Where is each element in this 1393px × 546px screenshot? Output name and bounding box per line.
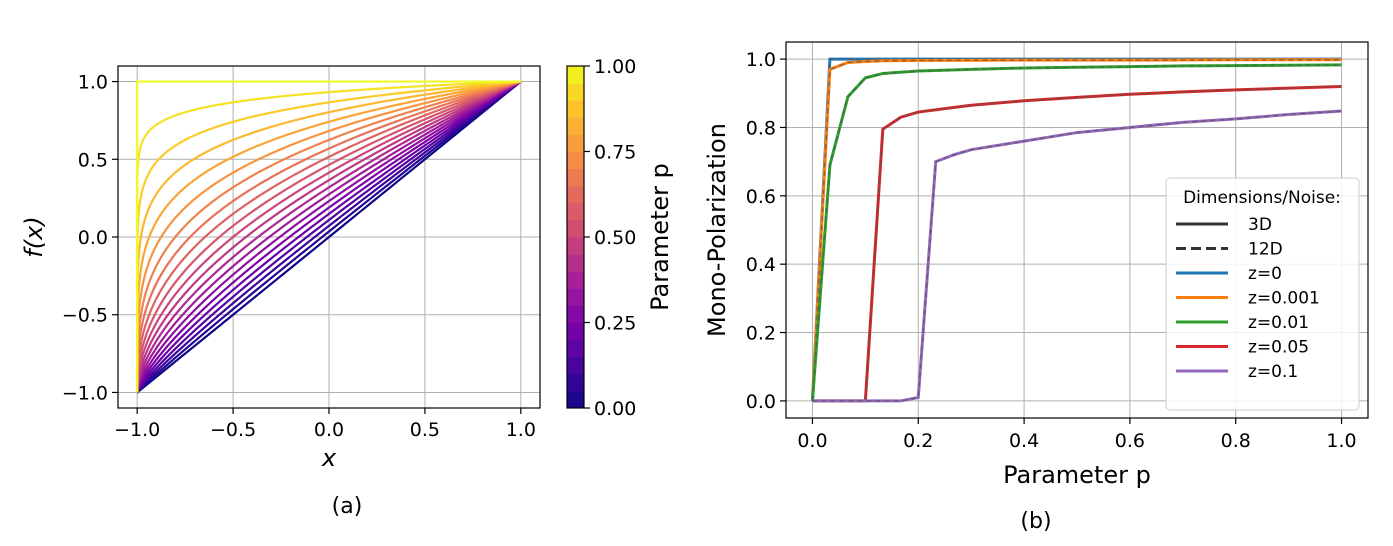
legend-box xyxy=(1165,177,1360,411)
legend-series-label: z=0.001 xyxy=(1248,289,1320,309)
panel-b-y-tick-label: 0.2 xyxy=(746,323,776,345)
colorbar: 0.00 0.25 0.50 0.75 1.00 xyxy=(566,56,636,420)
panel-a-curve xyxy=(136,80,521,393)
panel-b-x-tick-label: 0.8 xyxy=(1221,430,1251,452)
panel-b-y-tick-label: 1.0 xyxy=(746,49,776,71)
legend: Dimensions/Noise: 3D 12D z=0 z=0.001 z=0.01 z… xyxy=(1165,177,1360,411)
panel-b-x-tick-label: 0.6 xyxy=(1115,430,1145,452)
colorbar-level xyxy=(567,219,584,238)
colorbar-level xyxy=(567,271,584,289)
panel-a-curve xyxy=(136,80,521,393)
legend-series-label: z=0.05 xyxy=(1248,338,1309,358)
panel-b-x-tick-label: 0.2 xyxy=(903,430,933,452)
colorbar-level xyxy=(567,373,584,392)
colorbar-tick-label: 1.00 xyxy=(594,56,636,78)
colorbar-level xyxy=(567,254,584,272)
colorbar-level xyxy=(567,151,584,170)
colorbar-level xyxy=(567,202,584,221)
panel-a-ticks: −1.0 −0.5 0.0 0.5 1.0 −1.0 −0.5 0.0 0.5 1.0 xyxy=(62,72,536,441)
colorbar-level xyxy=(567,305,584,323)
colorbar-level xyxy=(567,117,584,135)
panel-a-curve xyxy=(136,80,521,393)
panel-a-x-axis-label: x xyxy=(321,444,337,472)
colorbar-level xyxy=(567,134,584,152)
panel-a-y-tick-label: 0.0 xyxy=(78,227,108,249)
panel-b-y-tick-label: 0.8 xyxy=(746,117,776,139)
panel-b-y-tick-label: 0.0 xyxy=(746,391,776,413)
colorbar-level xyxy=(567,390,584,409)
panel-b-frame xyxy=(785,41,1369,419)
panel-a-curve xyxy=(136,80,521,393)
panel-a-y-tick-label: −0.5 xyxy=(62,305,108,327)
panel-a-y-tick-label: 0.5 xyxy=(78,149,108,171)
series-line-12d xyxy=(812,110,1342,402)
colorbar-level xyxy=(567,100,584,118)
colorbar-level xyxy=(567,237,584,255)
panel-b-x-tick-label: 0.4 xyxy=(1009,430,1039,452)
panel-b-ticks: 0.0 0.2 0.4 0.6 0.8 1.0 0.0 0.2 0.4 0.6 0.8 1.0 xyxy=(746,49,1357,452)
panel-b-y-tick-label: 0.6 xyxy=(746,186,776,208)
panel-a-x-tick-label: 0.5 xyxy=(410,419,440,441)
colorbar-level xyxy=(567,83,584,101)
panel-a-curve xyxy=(136,80,522,393)
panel-a-curves xyxy=(136,80,522,394)
panel-a-y-tick-label: −1.0 xyxy=(62,382,108,404)
panel-a-curve xyxy=(136,80,522,393)
panel-a-x-tick-label: 0.0 xyxy=(314,419,344,441)
panel-b-x-tick-label: 0.0 xyxy=(797,430,827,452)
colorbar-level xyxy=(567,322,584,341)
panel-b: 0.0 0.2 0.4 0.6 0.8 1.0 0.0 0.2 0.4 0.6 0.8 1.0 Par… xyxy=(703,41,1369,534)
panel-a-x-tick-label: 1.0 xyxy=(506,419,536,441)
panel-a-y-axis-label: f(x) xyxy=(20,216,48,257)
colorbar-tick-label: 0.75 xyxy=(594,142,636,164)
colorbar-level xyxy=(567,339,584,358)
colorbar-level xyxy=(567,288,584,306)
panel-a-y-tick-label: 1.0 xyxy=(78,72,108,94)
legend-entry-label: 12D xyxy=(1248,240,1283,260)
panel-a-caption: (a) xyxy=(332,494,363,519)
panel-b-caption: (b) xyxy=(1020,509,1051,534)
panel-a-x-tick-label: −0.5 xyxy=(210,419,256,441)
colorbar-level xyxy=(567,66,584,84)
legend-entries: 3D 12D z=0 z=0.001 z=0.01 z=0.05 z=0.1 xyxy=(1176,215,1320,382)
legend-series-label: z=0 xyxy=(1248,264,1282,284)
colorbar-level xyxy=(567,185,584,204)
panel-a-curve xyxy=(136,80,521,393)
colorbar-tick-label: 0.00 xyxy=(594,398,636,420)
panel-b-y-axis-label: Mono-Polarization xyxy=(703,123,731,337)
colorbar-level xyxy=(567,168,584,187)
panel-a-x-tick-label: −1.0 xyxy=(114,419,160,441)
colorbar-tick-label: 0.25 xyxy=(594,313,636,335)
colorbar-level xyxy=(567,356,584,375)
series-line-12d xyxy=(811,64,1342,401)
panel-b-series xyxy=(810,57,1342,403)
legend-title: Dimensions/Noise: xyxy=(1183,188,1341,208)
colorbar-tick-label: 0.50 xyxy=(594,227,636,249)
panel-a: −1.0 −0.5 0.0 0.5 1.0 −1.0 −0.5 0.0 0.5 1.0 x f(x… xyxy=(20,56,674,519)
colorbar-label: Parameter p xyxy=(646,163,674,311)
legend-entry-label: 3D xyxy=(1248,215,1272,235)
series-line-12d xyxy=(812,85,1342,402)
panel-b-x-axis-label: Parameter p xyxy=(1003,461,1151,489)
legend-series-label: z=0.1 xyxy=(1248,362,1298,382)
panel-b-y-tick-label: 0.4 xyxy=(746,254,776,276)
panel-b-x-tick-label: 1.0 xyxy=(1326,430,1356,452)
series-line-12d xyxy=(811,59,1342,401)
legend-series-label: z=0.01 xyxy=(1248,313,1309,333)
